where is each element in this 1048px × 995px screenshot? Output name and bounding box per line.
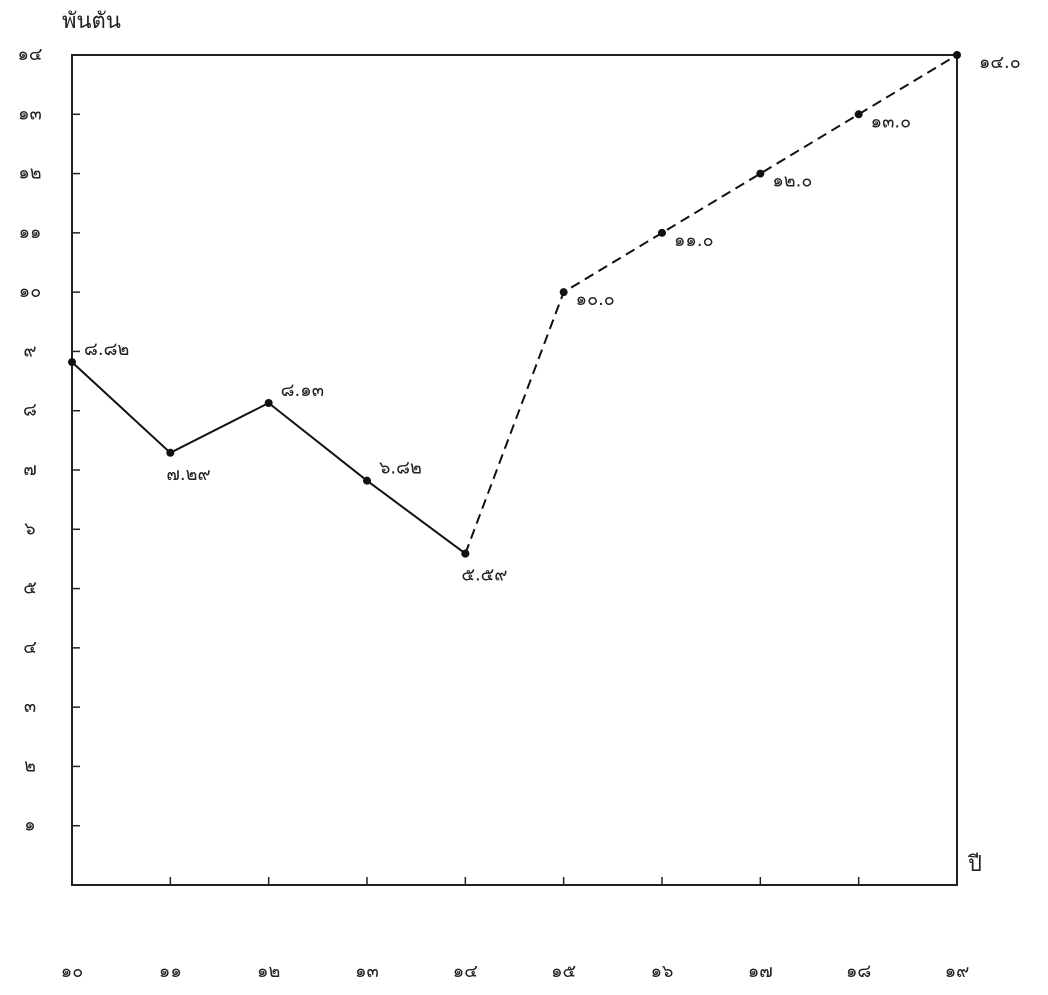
- data-point: [166, 448, 175, 457]
- data-point: [461, 549, 470, 558]
- data-point: [854, 110, 863, 119]
- data-label: ๖.๘๒: [379, 458, 422, 479]
- y-tick-label: ๓: [24, 696, 36, 717]
- data-point: [953, 51, 961, 59]
- y-tick-label: ๑๐: [19, 281, 41, 302]
- data-label: ๕.๕๙: [461, 565, 507, 586]
- y-axis-label: พันตัน: [62, 9, 121, 34]
- y-tick-label: ๙: [23, 340, 36, 361]
- x-tick-label: ๑๗: [748, 961, 773, 982]
- x-tick-label: ๑๖: [651, 961, 674, 982]
- data-label: ๑๒.๐: [772, 171, 812, 192]
- x-tick-label: ๑๐: [61, 961, 83, 982]
- data-point: [363, 476, 371, 485]
- y-tick-label: ๘: [23, 400, 37, 421]
- data-point: [264, 399, 273, 408]
- y-tick-label: ๗: [23, 459, 37, 480]
- y-tick-label: ๑๒: [18, 163, 41, 184]
- data-label: ๑๓.๐: [871, 111, 911, 132]
- series-line: [464, 54, 958, 554]
- data-label: ๑๔.๐: [979, 52, 1021, 73]
- data-label: ๘.๑๓: [281, 380, 324, 401]
- x-axis-label: ปี: [967, 852, 982, 877]
- y-tick-label: ๑๑: [19, 222, 42, 243]
- data-point: [756, 169, 765, 178]
- data-point: [658, 228, 666, 237]
- x-tick-label: ๑๔: [453, 961, 478, 982]
- y-tick-label: ๑: [24, 815, 35, 836]
- x-tick-label: ๑๘: [846, 961, 871, 982]
- data-label: ๑๐.๐: [576, 289, 615, 310]
- x-tick-label: ๑๙: [945, 961, 970, 982]
- data-label: ๗.๒๙: [166, 464, 210, 485]
- data-point: [68, 358, 76, 367]
- y-tick-label: ๔: [23, 637, 37, 658]
- y-tick-label: ๑๓: [18, 103, 42, 124]
- x-tick-label: ๑๑: [159, 961, 182, 982]
- data-label: ๘.๘๒: [84, 339, 129, 360]
- y-tick-label: ๖: [24, 518, 35, 539]
- x-tick-label: ๑๓: [355, 961, 379, 982]
- data-label: ๑๑.๐: [674, 230, 714, 251]
- x-tick-label: ๑๒: [257, 961, 280, 982]
- y-tick-label: ๑๔: [17, 44, 42, 65]
- y-tick-label: ๒: [24, 755, 36, 776]
- x-tick-label: ๑๕: [551, 961, 576, 982]
- y-tick-label: ๕: [23, 578, 37, 599]
- data-point: [559, 288, 568, 297]
